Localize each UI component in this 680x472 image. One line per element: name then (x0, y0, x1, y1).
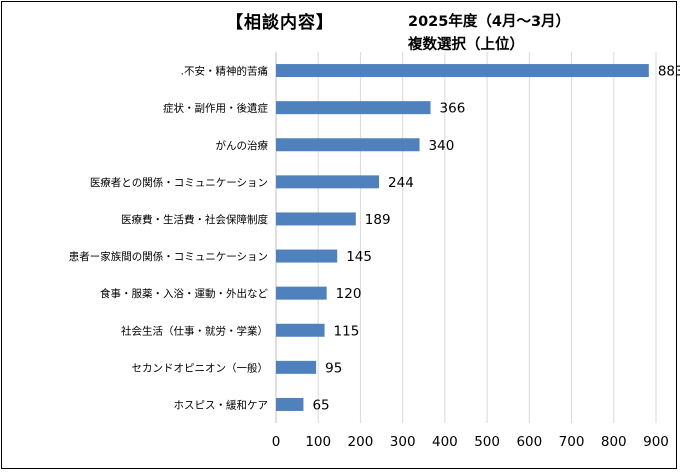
x-tick-label: 100 (305, 434, 331, 450)
bar (276, 323, 325, 337)
x-tick-label: 700 (559, 434, 585, 450)
x-tick-label: 300 (390, 434, 416, 450)
category-label: がんの治療 (216, 139, 269, 152)
data-label: 244 (388, 175, 414, 191)
bar (276, 212, 356, 226)
bar (276, 249, 338, 263)
category-label: 食事・服薬・入浴・運動・外出など (100, 287, 268, 300)
chart-title: 【相談内容】 (226, 13, 334, 33)
category-label: 患者ー家族間の関係・コミュニケーション (69, 250, 268, 263)
x-tick-label: 900 (643, 434, 669, 450)
bar (276, 175, 380, 189)
category-label: 医療費・生活費・社会保障制度 (121, 213, 268, 226)
bar (276, 286, 327, 300)
x-tick-label: 0 (272, 434, 281, 450)
category-label: 医療者との関係・コミュニケーション (90, 176, 268, 189)
x-tick-label: 600 (516, 434, 542, 450)
category-label: 社会生活（仕事・就労・学業） (121, 324, 268, 337)
bar (276, 64, 649, 78)
data-label: 883 (658, 64, 680, 80)
category-label: セカンドオピニオン（一般） (132, 361, 269, 374)
bar (276, 101, 431, 115)
chart-subtitle-period: 2025年度（4月～3月） (408, 14, 571, 30)
data-label: 189 (365, 212, 391, 228)
category-label: ホスピス・緩和ケア (174, 398, 269, 411)
bar (276, 360, 317, 374)
x-tick-label: 400 (432, 434, 458, 450)
bar (276, 138, 420, 152)
data-label: 366 (440, 101, 466, 117)
x-tick-label: 200 (348, 434, 374, 450)
data-label: 65 (312, 397, 329, 413)
data-label: 115 (334, 323, 360, 339)
data-label: 340 (429, 138, 455, 154)
category-label: .不安・精神的苦痛 (181, 65, 268, 78)
chart-subtitle-selection: 複数選択（上位） (408, 37, 524, 53)
x-tick-label: 500 (474, 434, 500, 450)
category-label: 症状・副作用・後遺症 (163, 102, 268, 115)
data-label: 120 (336, 286, 362, 302)
bar (276, 397, 304, 411)
x-tick-label: 800 (601, 434, 627, 450)
data-label: 95 (325, 360, 342, 376)
data-label: 145 (346, 249, 372, 265)
